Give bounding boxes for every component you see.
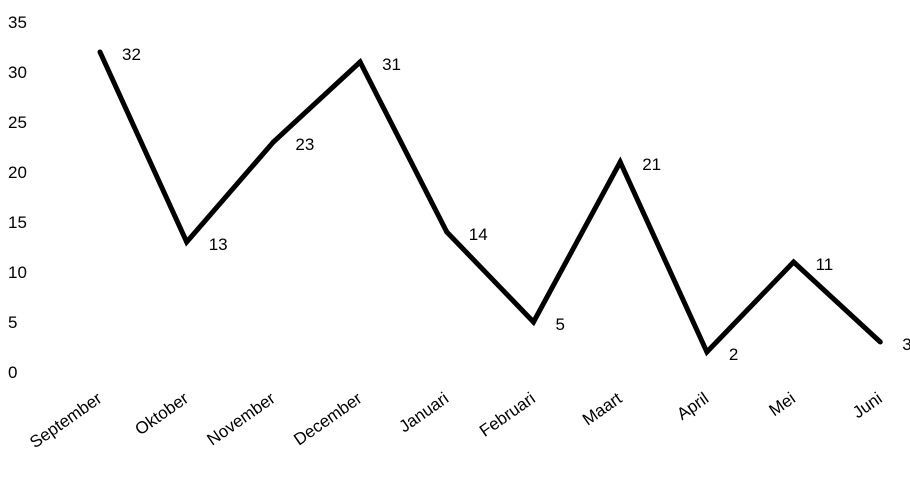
x-tick-label: Juni xyxy=(849,389,885,422)
series-line xyxy=(97,50,882,357)
data-label: 13 xyxy=(209,235,228,254)
data-point xyxy=(444,229,450,235)
data-point xyxy=(617,159,623,165)
data-label: 23 xyxy=(295,135,314,154)
y-tick-label: 30 xyxy=(8,63,27,82)
y-tick-label: 5 xyxy=(8,313,17,332)
x-tick-label: Mei xyxy=(766,389,799,420)
x-tick-label: December xyxy=(290,389,365,450)
data-label: 2 xyxy=(729,345,738,364)
x-tick-label: Maart xyxy=(579,389,626,430)
data-label: 3 xyxy=(902,335,910,354)
x-tick-label: Oktober xyxy=(132,389,193,439)
x-tick-label: April xyxy=(673,389,712,424)
data-point xyxy=(270,139,276,145)
data-point xyxy=(357,59,363,65)
data-point xyxy=(791,259,797,265)
x-tick-label: Januari xyxy=(396,389,453,437)
data-point xyxy=(531,319,536,325)
x-tick-label: Februari xyxy=(476,389,539,441)
data-label: 14 xyxy=(469,225,488,244)
x-tick-label: September xyxy=(26,389,105,452)
data-point xyxy=(704,349,710,355)
y-axis: 0 5 10 15 20 25 30 35 xyxy=(8,13,27,382)
data-label: 31 xyxy=(382,55,401,74)
data-labels: 32 13 23 31 14 5 21 2 11 3 xyxy=(122,45,910,364)
x-tick-label: November xyxy=(204,389,279,450)
y-tick-label: 15 xyxy=(8,213,27,232)
data-point xyxy=(97,49,103,55)
y-tick-label: 35 xyxy=(8,13,27,32)
data-label: 21 xyxy=(642,155,661,174)
y-tick-label: 0 xyxy=(8,363,17,382)
y-tick-label: 10 xyxy=(8,263,27,282)
series-layer xyxy=(97,49,883,357)
data-point xyxy=(877,339,883,345)
y-tick-label: 20 xyxy=(8,163,27,182)
data-label: 32 xyxy=(122,45,141,64)
x-axis: September Oktober November December Januari F… xyxy=(26,389,885,452)
data-label: 11 xyxy=(816,255,834,274)
data-point xyxy=(184,239,190,245)
y-tick-label: 25 xyxy=(8,113,27,132)
data-label: 5 xyxy=(556,315,565,334)
